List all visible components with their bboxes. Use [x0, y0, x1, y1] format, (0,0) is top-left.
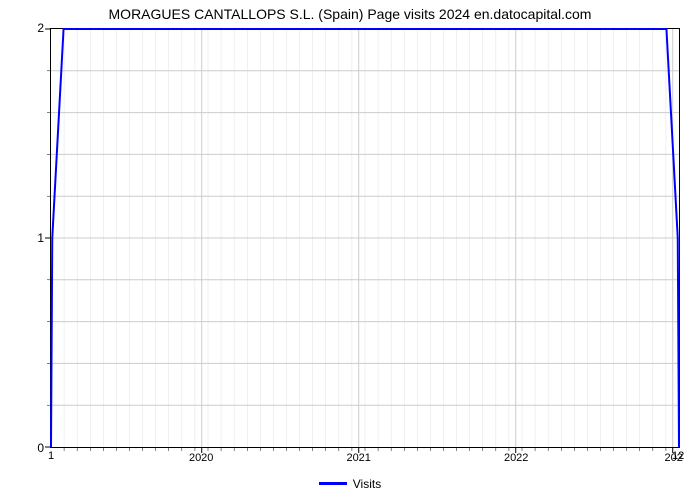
xtick-label: 2022	[504, 452, 528, 464]
xaxis-max-label: 12	[672, 450, 684, 462]
xtick-label: 2020	[189, 452, 213, 464]
series-layer	[51, 29, 679, 447]
ytick-label: 1	[14, 231, 44, 245]
ytick-label: 0	[14, 441, 44, 455]
plot-area	[50, 28, 680, 448]
xaxis-min-label: 1	[48, 450, 54, 462]
xtick-label: 2021	[346, 452, 370, 464]
chart-title: MORAGUES CANTALLOPS S.L. (Spain) Page vi…	[0, 6, 700, 22]
legend: Visits	[0, 476, 700, 491]
legend-swatch-visits	[319, 482, 347, 485]
legend-label-visits: Visits	[353, 477, 381, 491]
ytick-label: 2	[14, 21, 44, 35]
